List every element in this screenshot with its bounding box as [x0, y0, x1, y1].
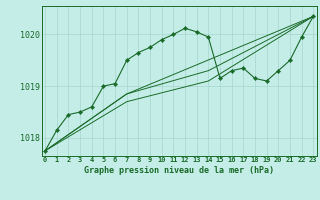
X-axis label: Graphe pression niveau de la mer (hPa): Graphe pression niveau de la mer (hPa): [84, 166, 274, 175]
